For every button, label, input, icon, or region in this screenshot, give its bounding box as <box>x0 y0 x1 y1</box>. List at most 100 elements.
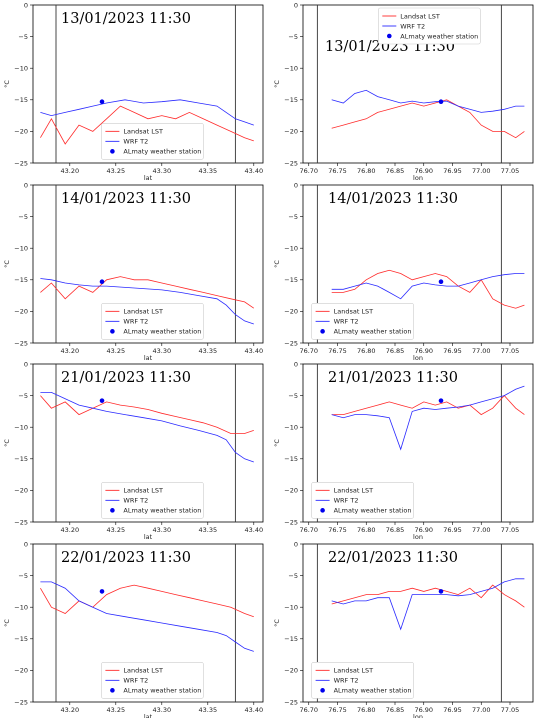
y-tick-label: −25 <box>284 339 298 347</box>
date-label: 14/01/2023 11:30 <box>61 191 191 207</box>
legend-wrf-label: WRF T2 <box>123 497 148 505</box>
legend-station-swatch <box>110 688 115 693</box>
plot-frame <box>32 363 264 523</box>
y-tick-label: −10 <box>14 604 28 612</box>
legend-box <box>101 123 204 160</box>
landsat-lst-line <box>40 276 255 309</box>
x-tick-label: 43.35 <box>198 526 217 534</box>
x-tick-label: 76.85 <box>386 706 405 714</box>
landsat-lst-line <box>40 584 254 618</box>
x-tick-label: 76.80 <box>357 706 376 714</box>
y-tick-label: −15 <box>14 276 28 284</box>
x-tick-label: 76.85 <box>386 347 405 355</box>
date-label: 21/01/2023 11:30 <box>328 370 458 386</box>
legend: Landsat LST WRF T2 ALmaty weather station <box>311 482 414 519</box>
y-tick-label: −15 <box>14 455 28 463</box>
legend-wrf-label: WRF T2 <box>334 497 359 505</box>
plot-frame <box>32 184 264 344</box>
y-tick-label: −25 <box>14 339 28 347</box>
x-tick-label: 76.70 <box>299 706 318 714</box>
y-tick-label: −10 <box>284 65 298 73</box>
y-tick-label: −5 <box>18 572 28 580</box>
weather-station-point <box>438 279 444 284</box>
legend-lst-label: Landsat LST <box>123 487 163 495</box>
legend: Landsat LST WRF T2 ALmaty weather station <box>377 7 481 45</box>
landsat-lst-line <box>331 269 525 309</box>
y-axis-label: °C <box>3 619 11 627</box>
wrf-t2-line <box>40 391 254 463</box>
y-tick-label: −15 <box>284 635 298 643</box>
y-tick-label: −10 <box>284 424 298 432</box>
y-tick-label: −25 <box>14 698 28 706</box>
x-tick-label: 43.40 <box>244 526 263 534</box>
legend-lst-label: Landsat LST <box>123 667 163 675</box>
panel-8: 0 −5 −10 −15 −20 −25 °C 76.70 76.75 76.80 76.85 76.… <box>273 540 534 718</box>
legend-box <box>377 7 481 45</box>
wrf-t2-line <box>331 273 525 300</box>
x-tick-label: 43.30 <box>152 347 171 355</box>
legend-wrf-label: WRF T2 <box>334 318 359 326</box>
x-tick-label: 43.20 <box>60 526 79 534</box>
wrf-t2-line <box>331 578 525 631</box>
x-tick-label: 76.70 <box>299 167 318 175</box>
x-tick-label: 77.00 <box>472 706 491 714</box>
x-tick-label: 43.25 <box>106 526 125 534</box>
y-axis-label: °C <box>3 439 11 447</box>
y-tick-label: −20 <box>14 487 28 495</box>
x-axis-label: lon <box>413 174 423 182</box>
x-tick-label: 76.90 <box>414 167 433 175</box>
y-tick-label: −5 <box>288 392 298 400</box>
legend-station-swatch <box>110 508 115 513</box>
legend-box <box>101 662 204 699</box>
y-tick-label: −5 <box>18 213 28 221</box>
y-tick-label: 0 <box>294 1 298 9</box>
legend-wrf-label: WRF T2 <box>123 318 148 326</box>
plot-frame <box>32 543 264 703</box>
legend-lst-label: Landsat LST <box>334 667 374 675</box>
weather-station-point <box>438 398 444 403</box>
legend-lst-label: Landsat LST <box>123 308 163 316</box>
y-tick-label: −20 <box>284 308 298 316</box>
x-tick-label: 76.85 <box>386 167 405 175</box>
legend-station-swatch <box>110 149 115 154</box>
panel-6: 0 −5 −10 −15 −20 −25 °C 76.70 76.75 76.80 76.85 76.… <box>273 360 534 541</box>
y-tick-label: 0 <box>294 181 298 189</box>
x-tick-label: 43.35 <box>198 347 217 355</box>
plot-frame <box>302 4 534 164</box>
y-tick-label: 0 <box>294 540 298 548</box>
date-label: 22/01/2023 11:30 <box>61 550 191 566</box>
x-tick-label: 43.20 <box>60 167 79 175</box>
legend-station-swatch <box>320 329 325 334</box>
x-tick-label: 77.05 <box>501 706 520 714</box>
y-tick-label: −25 <box>14 518 28 526</box>
legend-station-label: ALmaty weather station <box>334 507 412 515</box>
x-tick-label: 76.90 <box>414 706 433 714</box>
weather-station-point <box>438 589 444 594</box>
date-label: 13/01/2023 11:30 <box>61 11 191 27</box>
legend-wrf-label: WRF T2 <box>400 22 425 30</box>
weather-station-point <box>438 99 444 104</box>
y-tick-label: −25 <box>284 159 298 167</box>
landsat-lst-line <box>331 395 525 416</box>
x-axis-label: lat <box>144 533 153 541</box>
y-tick-label: −20 <box>284 487 298 495</box>
x-tick-label: 76.75 <box>328 526 347 534</box>
y-tick-label: −15 <box>284 96 298 104</box>
weather-station-point <box>99 589 105 594</box>
y-axis-label: °C <box>3 260 11 268</box>
x-tick-label: 76.90 <box>414 526 433 534</box>
x-tick-label: 43.40 <box>244 167 263 175</box>
x-tick-label: 76.75 <box>328 347 347 355</box>
x-tick-label: 76.75 <box>328 706 347 714</box>
x-tick-label: 77.00 <box>472 526 491 534</box>
y-tick-label: −5 <box>18 392 28 400</box>
y-tick-label: −15 <box>284 276 298 284</box>
date-label: 22/01/2023 11:30 <box>328 550 458 566</box>
weather-station-point <box>99 398 105 403</box>
legend-station-label: ALmaty weather station <box>334 687 412 695</box>
y-tick-label: −20 <box>284 128 298 136</box>
y-tick-label: −20 <box>14 308 28 316</box>
x-tick-label: 43.35 <box>198 167 217 175</box>
x-tick-label: 76.80 <box>357 347 376 355</box>
